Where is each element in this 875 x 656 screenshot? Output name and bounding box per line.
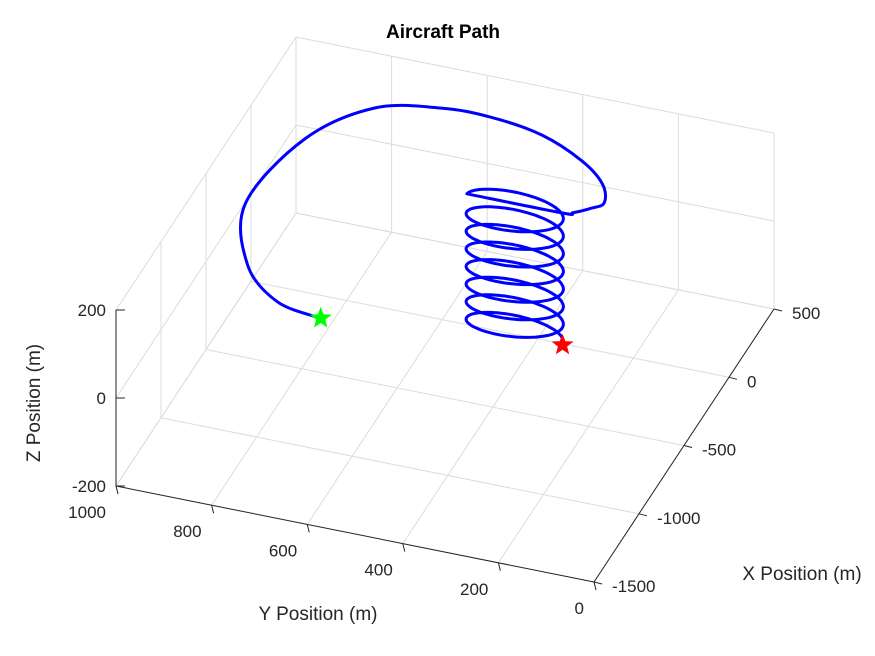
start-marker: [551, 333, 574, 355]
y-tick-mark: [497, 562, 501, 571]
y-tick-label: 600: [269, 541, 297, 560]
y-axis-label: Y Position (m): [259, 604, 378, 625]
floor-gridline-y: [306, 251, 488, 525]
x-tick-label: -1500: [612, 577, 655, 596]
y-tick-label: 200: [460, 580, 488, 599]
side-wall-gridline-z: [295, 124, 775, 222]
back-wall-gridline-z: [115, 124, 297, 399]
y-tick-mark: [593, 581, 597, 591]
floor-gridline-x: [160, 417, 640, 515]
y-tick-label: 0: [575, 599, 584, 618]
marker-layer: [309, 306, 574, 355]
z-axis-label: Z Position (m): [24, 344, 45, 462]
y-tick-label: 400: [364, 561, 392, 580]
x-tick-label: 500: [792, 304, 820, 323]
z-tick-label: 200: [78, 301, 106, 320]
back-wall-gridline-z: [115, 36, 297, 311]
x-tick-mark: [593, 581, 603, 585]
grid-layer: [115, 36, 775, 583]
y-tick-mark: [115, 485, 119, 495]
y-tick-mark: [306, 524, 310, 533]
side-wall-gridline-z: [295, 36, 775, 134]
x-tick-mark: [773, 308, 783, 312]
tick-label-layer: 500 0 -500 -1000 -1500 1000 800 600 400 200 0 200 0 -…: [68, 301, 820, 618]
y-tick-label: 1000: [68, 503, 106, 522]
x-tick-mark: [683, 445, 693, 448]
x-tick-mark: [728, 376, 738, 380]
end-marker: [309, 306, 332, 328]
x-tick-label: -500: [702, 441, 736, 460]
floor-gridline-x: [250, 280, 730, 378]
floor-gridline-y: [211, 231, 393, 506]
y-tick-label: 800: [173, 522, 201, 541]
back-wall-gridline-z: [115, 212, 297, 487]
y-tick-mark: [402, 543, 406, 552]
axis-layer: [115, 308, 783, 591]
z-tick-label: -200: [72, 477, 106, 496]
chart-title: Aircraft Path: [386, 22, 500, 43]
y-tick-mark: [211, 505, 215, 514]
floor-gridline-x: [205, 349, 685, 446]
y-axis-line: [115, 485, 595, 583]
x-tick-label: 0: [747, 372, 756, 391]
aircraft-path-line: [239, 103, 607, 347]
x-tick-label: -1000: [657, 509, 700, 528]
x-tick-mark: [638, 513, 648, 517]
side-wall-gridline-z: [295, 212, 775, 310]
x-axis-label: X Position (m): [742, 564, 861, 585]
floor-gridline-y: [497, 289, 679, 564]
z-tick-label: 0: [97, 389, 106, 408]
